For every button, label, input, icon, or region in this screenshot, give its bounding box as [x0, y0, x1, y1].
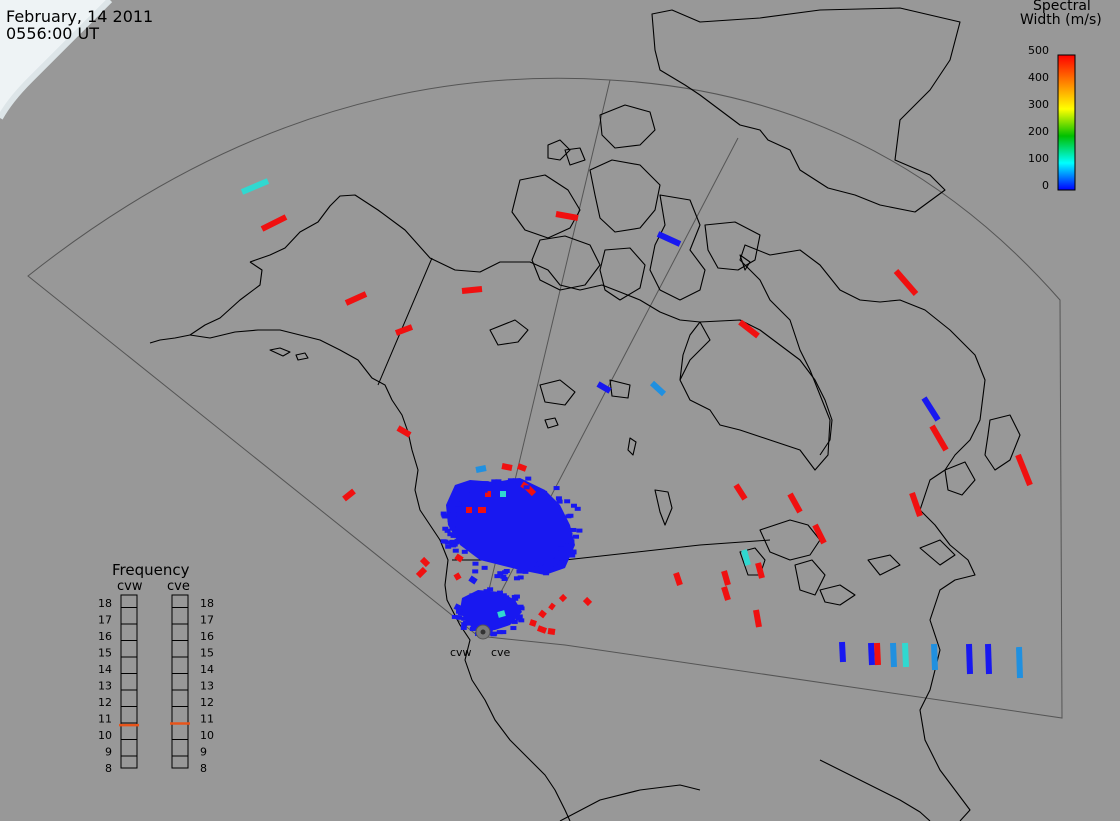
date-label: February, 14 2011	[6, 7, 154, 26]
frequency-scale-label: 15	[98, 647, 112, 660]
frequency-scale-label: 12	[200, 696, 214, 709]
frequency-scale-label: 9	[200, 746, 207, 759]
colorbar-tick-label: 500	[1028, 44, 1049, 57]
time-label: 0556:00 UT	[6, 24, 100, 43]
frequency-scale-label: 10	[200, 729, 214, 742]
field-of-view	[27, 77, 1063, 719]
frequency-scale-label: 11	[98, 713, 112, 726]
frequency-scale-label: 13	[98, 680, 112, 693]
colorbar-title-line1: Spectral	[1033, 0, 1091, 14]
coastlines	[149, 7, 1021, 821]
frequency-title: Frequency	[112, 561, 190, 579]
frequency-scale-label: 11	[200, 713, 214, 726]
frequency-scale-label: 13	[200, 680, 214, 693]
daylight-edge	[0, 0, 113, 120]
frequency-scale-label: 18	[200, 597, 214, 610]
frequency-scale-label: 18	[98, 597, 112, 610]
frequency-gauge-cvw	[120, 594, 138, 769]
frequency-scale-label: 17	[98, 614, 112, 627]
frequency-scale-label: 12	[98, 696, 112, 709]
frequency-panel: 18 18 17 17 16 16 15 15 14 14 13 13 12 12 11 11 10 10 9 9 8 8	[98, 594, 214, 775]
scatter-cluster-south	[460, 590, 522, 632]
frequency-scale-label: 8	[200, 762, 207, 775]
scatter-cluster-north	[446, 478, 575, 575]
frequency-scale-label: 9	[105, 746, 112, 759]
daylight-region	[0, 0, 110, 118]
frequency-scale-label: 16	[98, 630, 112, 643]
frequency-scale-label: 8	[105, 762, 112, 775]
site-label-cve: cve	[491, 646, 511, 659]
site-label-cvw: cvw	[450, 646, 472, 659]
colorbar	[1057, 54, 1076, 191]
frequency-scale-label: 17	[200, 614, 214, 627]
colorbar-title-line2: Width (m/s)	[1020, 12, 1102, 28]
frequency-scale-label: 14	[200, 663, 214, 676]
frequency-radar-cvw: cvw	[117, 579, 143, 594]
frequency-scale-label: 10	[98, 729, 112, 742]
frequency-scale-label: 16	[200, 630, 214, 643]
borders	[377, 257, 771, 561]
frequency-scale-label: 14	[98, 663, 112, 676]
colorbar-tick-label: 300	[1028, 98, 1049, 111]
colorbar-tick-label: 200	[1028, 125, 1049, 138]
colorbar-ticks: 500 400 300 200 100 0	[1028, 44, 1049, 192]
colorbar-tick-label: 100	[1028, 152, 1049, 165]
frequency-radar-cve: cve	[167, 579, 190, 594]
colorbar-tick-label: 400	[1028, 71, 1049, 84]
radar-site-marker	[475, 624, 491, 640]
scatter-vectors	[240, 178, 1033, 679]
colorbar-tick-label: 0	[1042, 179, 1049, 192]
frequency-gauge-cve	[171, 594, 189, 769]
frequency-scale-label: 15	[200, 647, 214, 660]
